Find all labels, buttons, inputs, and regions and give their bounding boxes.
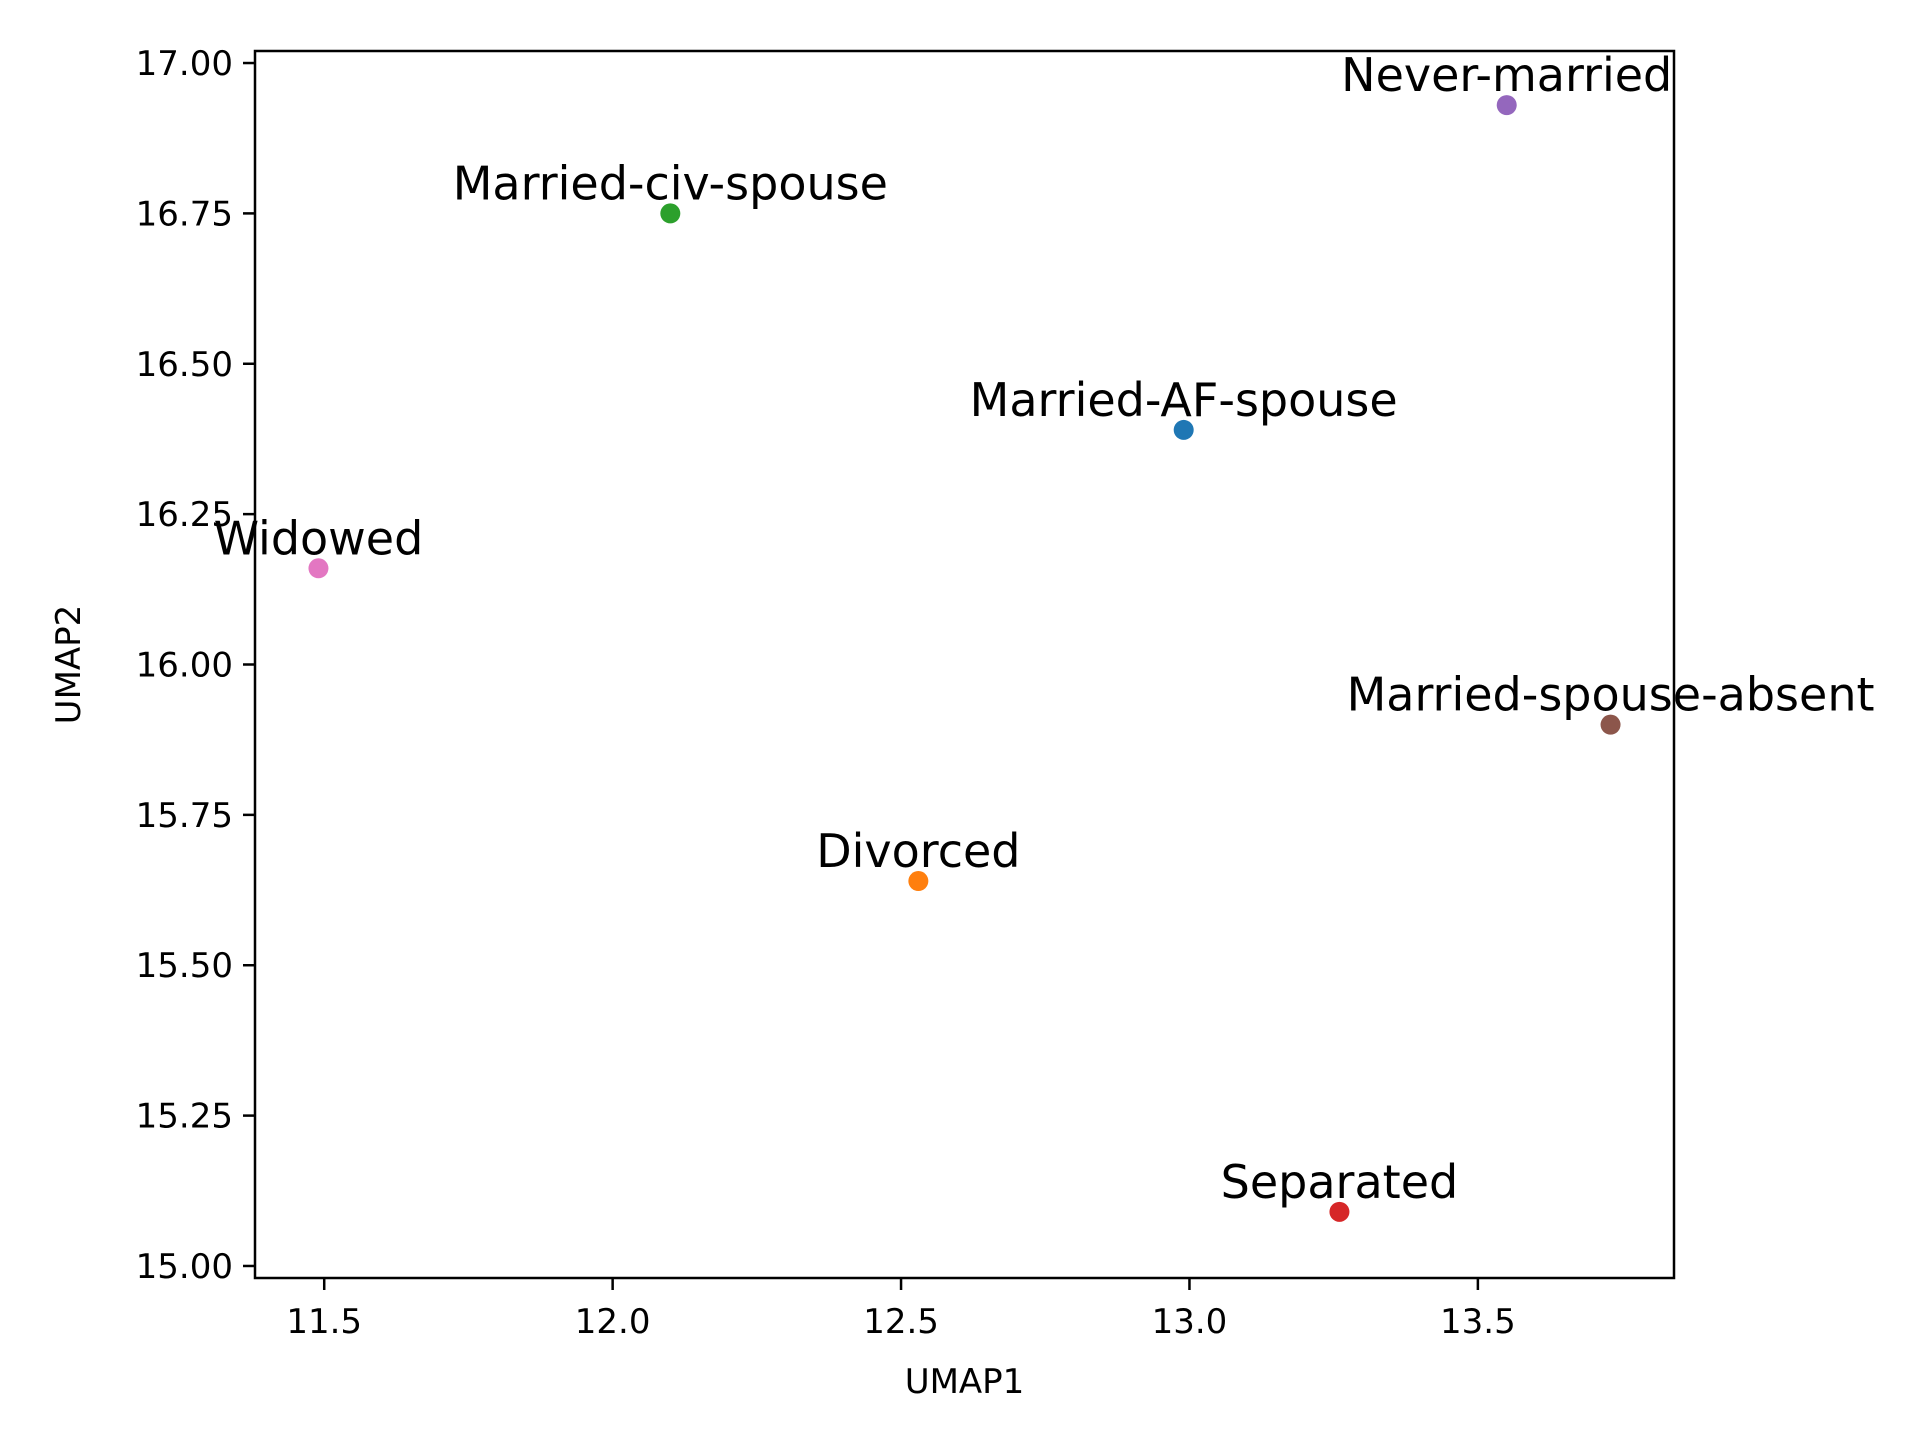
y-tick-label: 15.50 (136, 946, 233, 986)
data-point-label: Married-AF-spouse (970, 373, 1398, 427)
data-point-label: Divorced (816, 824, 1020, 878)
x-tick-label: 12.5 (863, 1302, 939, 1342)
x-axis-label: UMAP1 (905, 1362, 1025, 1402)
y-tick-label: 15.75 (136, 796, 233, 836)
data-point (308, 558, 329, 579)
data-point-label: Separated (1221, 1155, 1459, 1209)
data-point-label: Never-married (1341, 48, 1672, 102)
y-tick-label: 16.00 (136, 646, 233, 686)
data-point-label: Married-civ-spouse (453, 156, 888, 210)
x-tick-label: 13.0 (1152, 1302, 1228, 1342)
x-tick-label: 11.5 (286, 1302, 362, 1342)
data-point (660, 203, 681, 224)
data-point (1329, 1201, 1350, 1222)
x-tick-label: 12.0 (575, 1302, 651, 1342)
y-tick-label: 16.25 (136, 495, 233, 535)
y-tick-label: 16.75 (136, 194, 233, 234)
y-axis-ticks: 15.00 15.25 15.50 15.75 16.00 16.25 16.50 16.75… (136, 44, 255, 1287)
plot-area (253, 49, 1676, 1280)
y-tick-label: 15.00 (136, 1247, 233, 1287)
data-point (1496, 95, 1517, 116)
data-point-label: Married-spouse-absent (1347, 668, 1875, 722)
y-tick-label: 15.25 (136, 1097, 233, 1137)
data-point (1600, 714, 1621, 735)
x-tick-label: 13.5 (1440, 1302, 1516, 1342)
data-point-label: Widowed (214, 511, 424, 565)
data-points (308, 95, 1621, 1222)
data-point (1173, 419, 1194, 440)
x-axis-ticks: 11.5 12.0 12.5 13.0 13.5 (286, 1278, 1516, 1342)
point-labels: Married-AF-spouse Divorced Married-civ-spo… (214, 48, 1875, 1209)
y-axis-label: UMAP2 (49, 605, 89, 725)
y-tick-label: 16.50 (136, 345, 233, 385)
data-point (908, 871, 929, 892)
y-tick-label: 17.00 (136, 44, 233, 84)
